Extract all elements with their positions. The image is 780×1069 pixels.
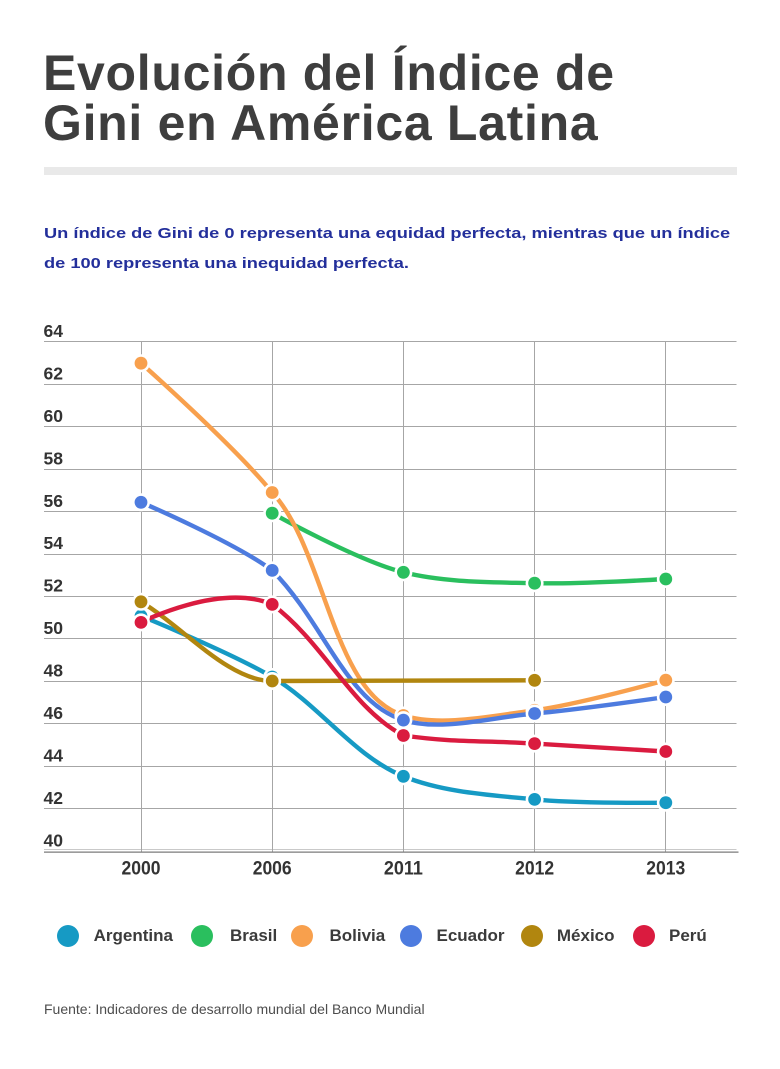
svg-text:60: 60 [44, 406, 64, 426]
svg-text:50: 50 [44, 618, 64, 638]
svg-text:2013: 2013 [646, 859, 685, 880]
svg-text:2012: 2012 [515, 859, 554, 880]
svg-text:54: 54 [44, 533, 64, 553]
svg-text:46: 46 [44, 703, 64, 723]
svg-text:44: 44 [44, 745, 64, 765]
svg-text:40: 40 [44, 830, 64, 850]
svg-text:48: 48 [44, 661, 64, 681]
svg-text:2000: 2000 [122, 859, 161, 880]
svg-text:56: 56 [44, 491, 64, 511]
svg-text:58: 58 [44, 448, 64, 468]
svg-text:64: 64 [44, 321, 64, 341]
svg-text:42: 42 [44, 788, 64, 808]
svg-text:2011: 2011 [384, 859, 423, 880]
svg-text:52: 52 [44, 576, 64, 596]
svg-text:2006: 2006 [253, 859, 292, 880]
svg-text:62: 62 [44, 363, 64, 383]
